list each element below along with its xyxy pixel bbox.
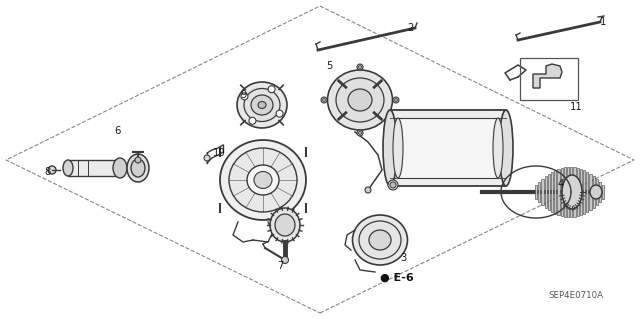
Bar [599, 182, 601, 202]
Bar [567, 167, 569, 217]
Bar [548, 174, 550, 210]
Bar [570, 167, 572, 217]
Bar [68, 160, 120, 176]
Ellipse shape [499, 110, 513, 186]
Circle shape [388, 180, 398, 190]
Bar [520, 58, 578, 100]
Text: ● E-6: ● E-6 [380, 273, 413, 283]
Ellipse shape [353, 215, 408, 265]
Circle shape [358, 131, 362, 135]
Ellipse shape [254, 172, 272, 189]
Bar [561, 168, 563, 216]
Text: 11: 11 [570, 102, 583, 112]
Circle shape [204, 155, 210, 161]
Ellipse shape [251, 95, 273, 115]
Ellipse shape [244, 88, 280, 122]
Ellipse shape [258, 101, 266, 108]
Text: 5: 5 [326, 61, 332, 71]
Ellipse shape [275, 214, 295, 236]
Bar [541, 179, 543, 205]
Bar [573, 167, 575, 217]
Bar [580, 169, 582, 215]
Ellipse shape [131, 159, 145, 177]
Ellipse shape [247, 165, 279, 195]
Ellipse shape [270, 208, 300, 242]
Ellipse shape [590, 185, 602, 199]
Text: 9: 9 [240, 90, 246, 100]
Text: 2: 2 [407, 23, 413, 33]
Circle shape [48, 166, 56, 174]
Circle shape [249, 117, 256, 124]
Bar [398, 118, 498, 178]
Text: 7: 7 [277, 261, 283, 271]
Bar [583, 170, 585, 214]
Bar [577, 168, 579, 216]
Text: 10: 10 [213, 148, 226, 158]
Ellipse shape [393, 118, 403, 178]
Ellipse shape [369, 230, 391, 250]
Circle shape [390, 182, 396, 188]
Circle shape [323, 99, 326, 101]
Text: 8: 8 [44, 167, 51, 177]
Bar [586, 172, 588, 212]
Bar [538, 182, 540, 202]
Bar [551, 172, 553, 212]
Circle shape [135, 157, 141, 163]
Text: 3: 3 [400, 253, 406, 263]
Circle shape [321, 97, 327, 103]
Text: 1: 1 [600, 17, 606, 27]
Polygon shape [533, 64, 562, 88]
Circle shape [282, 256, 289, 263]
Ellipse shape [127, 154, 149, 182]
Ellipse shape [229, 148, 297, 212]
Bar [557, 169, 559, 215]
Circle shape [241, 93, 248, 100]
Ellipse shape [336, 78, 384, 122]
Circle shape [365, 187, 371, 193]
Ellipse shape [348, 89, 372, 111]
Ellipse shape [359, 221, 401, 259]
Text: SEP4E0710A: SEP4E0710A [548, 292, 604, 300]
Circle shape [268, 86, 275, 93]
Circle shape [358, 65, 362, 69]
Bar [596, 179, 598, 205]
Ellipse shape [328, 70, 392, 130]
Bar [554, 170, 556, 214]
Ellipse shape [562, 175, 582, 209]
Bar [545, 176, 547, 208]
Bar [589, 174, 591, 210]
Text: 4: 4 [558, 179, 564, 189]
Circle shape [393, 97, 399, 103]
Ellipse shape [493, 118, 503, 178]
Text: 6: 6 [114, 126, 120, 136]
Circle shape [276, 110, 283, 117]
Bar [593, 176, 595, 208]
Ellipse shape [237, 82, 287, 128]
Bar [602, 185, 604, 199]
Ellipse shape [113, 158, 127, 178]
Circle shape [394, 99, 397, 101]
Circle shape [357, 130, 363, 136]
Bar [564, 167, 566, 217]
Ellipse shape [63, 160, 73, 176]
Circle shape [357, 64, 363, 70]
Ellipse shape [220, 140, 306, 220]
Bar [390, 110, 506, 186]
Bar [535, 185, 537, 199]
Ellipse shape [383, 110, 397, 186]
